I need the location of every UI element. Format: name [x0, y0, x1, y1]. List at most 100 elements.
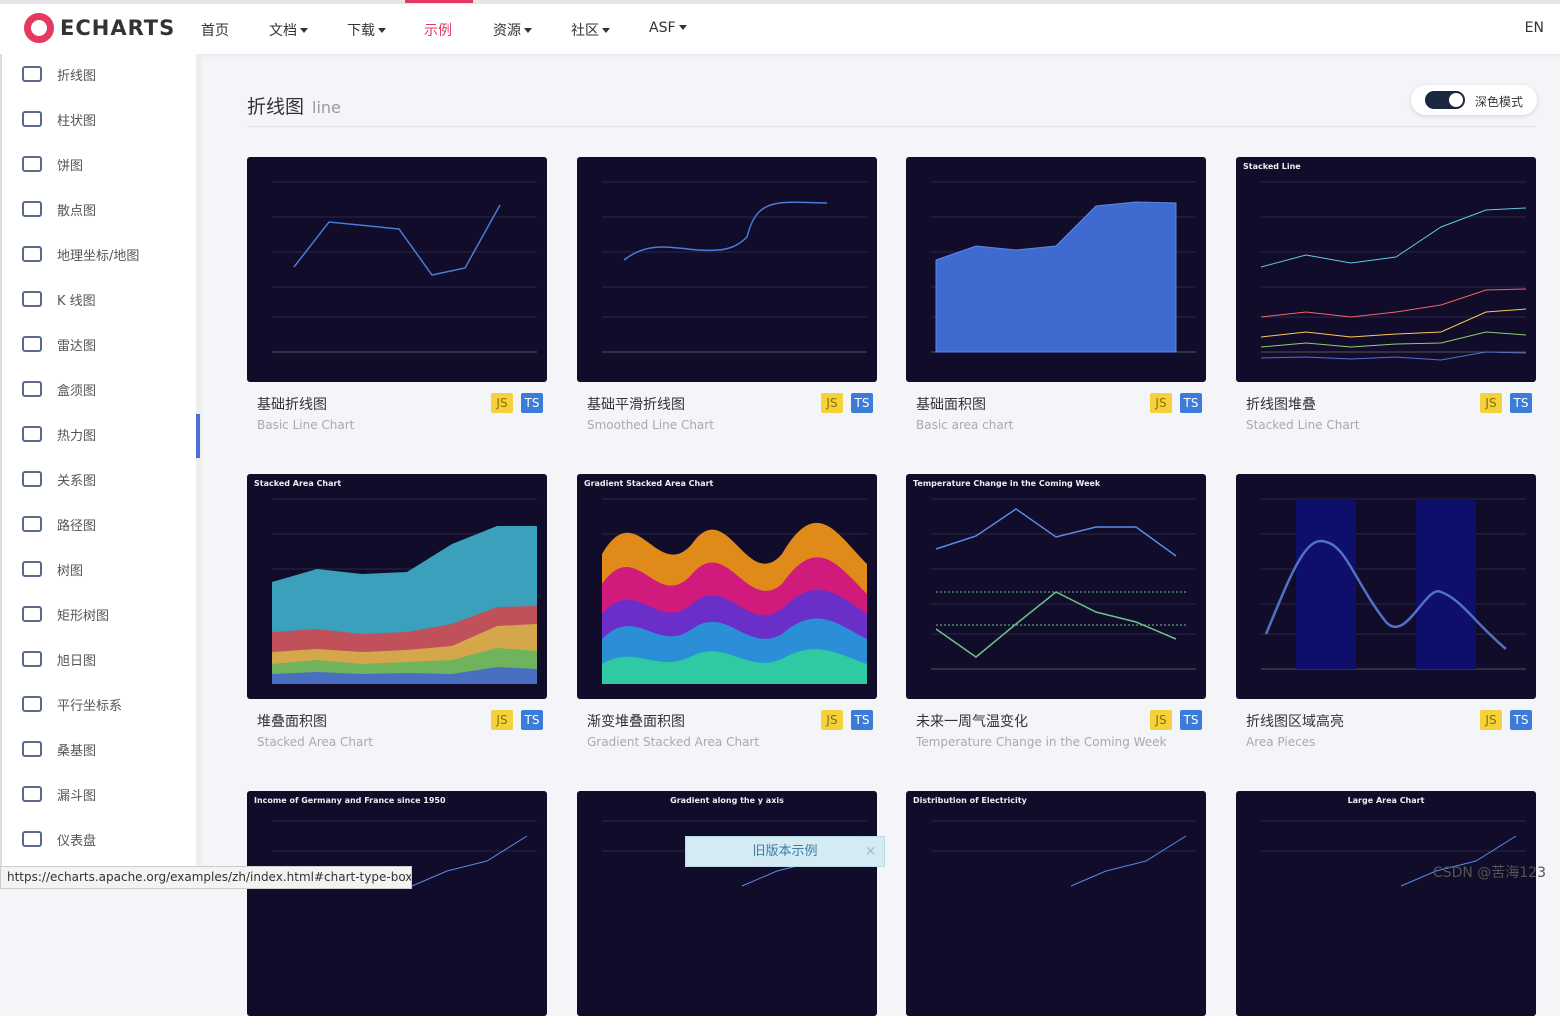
sidebar-label: 平行坐标系 [57, 698, 123, 714]
nav-item[interactable]: 示例 [424, 23, 452, 39]
ts-badge[interactable]: TS [851, 393, 873, 413]
thumbnail[interactable]: Large Area Chart [1236, 791, 1536, 1016]
nav-item[interactable]: ASF [649, 20, 687, 36]
ts-badge[interactable]: TS [1180, 710, 1202, 730]
page: ECHARTS EN 首页 文档 下载 示例 资源 社区 ASF 折线图柱状图饼图散点图地理… [0, 0, 1560, 889]
js-badge[interactable]: JS [821, 393, 843, 413]
sidebar-item[interactable]: 雷达图 [22, 332, 96, 356]
example-card[interactable]: 基础平滑折线图 Smoothed Line Chart JS TS [577, 157, 877, 432]
thumbnail[interactable]: Gradient along the y axis [577, 791, 877, 1016]
card-title: 渐变堆叠面积图 [587, 714, 685, 730]
thumbnail[interactable]: Income of Germany and France since 1950 [247, 791, 547, 1016]
sidebar-item[interactable]: 漏斗图 [22, 782, 96, 806]
toast-text: 旧版本示例 [752, 844, 818, 859]
ts-badge[interactable]: TS [521, 710, 543, 730]
example-card[interactable]: 折线图区域高亮 Area Pieces JS TS [1236, 474, 1536, 749]
example-card[interactable]: Large Area Chart [1236, 791, 1536, 1016]
sidebar-label: 地理坐标/地图 [57, 248, 140, 264]
divider [247, 126, 1536, 127]
example-card[interactable]: 基础面积图 Basic area chart JS TS [906, 157, 1206, 432]
language[interactable]: EN [1524, 20, 1544, 36]
sidebar-label: 桑基图 [57, 743, 97, 759]
thumbnail[interactable] [577, 157, 877, 382]
thumbnail[interactable] [906, 157, 1206, 382]
card-title: 折线图区域高亮 [1246, 714, 1344, 730]
ts-badge[interactable]: TS [1510, 710, 1532, 730]
js-badge[interactable]: JS [1150, 393, 1172, 413]
thumbnail[interactable]: Distribution of Electricity [906, 791, 1206, 1016]
example-card[interactable]: Stacked Area Chart 堆叠面积图 Stacked Area Char… [247, 474, 547, 749]
example-card[interactable]: Stacked Line 折线图堆叠 Stacked Line Chart JS TS [1236, 157, 1536, 432]
sidebar-label: 树图 [57, 563, 84, 579]
sidebar-item[interactable]: 柱状图 [22, 107, 96, 131]
sidebar-item[interactable]: K 线图 [22, 287, 96, 311]
js-badge[interactable]: JS [821, 710, 843, 730]
ts-badge[interactable]: TS [521, 393, 543, 413]
example-card[interactable]: Temperature Change in the Coming Week 未来一… [906, 474, 1206, 749]
sidebar-item[interactable]: 地理坐标/地图 [22, 242, 139, 266]
sidebar-label: 旭日图 [57, 653, 97, 669]
thumbnail[interactable]: Stacked Line [1236, 157, 1536, 382]
example-card[interactable]: Income of Germany and France since 1950 [247, 791, 547, 1016]
sidebar-item[interactable]: 关系图 [22, 467, 96, 491]
js-badge[interactable]: JS [491, 393, 513, 413]
ts-badge[interactable]: TS [1510, 393, 1532, 413]
sidebar-item[interactable]: 饼图 [22, 152, 83, 176]
navbar: ECHARTS EN 首页 文档 下载 示例 资源 社区 ASF [0, 0, 1560, 54]
thumbnail[interactable]: Stacked Area Chart [247, 474, 547, 699]
section-name: 折线图 [247, 96, 305, 118]
toast[interactable]: 旧版本示例 × [685, 836, 885, 867]
sidebar-label: 饼图 [57, 158, 84, 174]
nav-item[interactable]: 首页 [201, 23, 229, 39]
ts-badge[interactable]: TS [851, 710, 873, 730]
sidebar-item[interactable]: 路径图 [22, 512, 96, 536]
sidebar-label: 散点图 [57, 203, 97, 219]
thumbnail[interactable]: Gradient Stacked Area Chart [577, 474, 877, 699]
sidebar-item[interactable]: 树图 [22, 557, 83, 581]
example-card[interactable]: Gradient along the y axis [577, 791, 877, 1016]
logo[interactable]: ECHARTS [24, 13, 175, 43]
scrollbar [196, 54, 202, 889]
card-title: 基础面积图 [916, 397, 986, 413]
nav-item[interactable]: 资源 [493, 20, 532, 40]
card-subtitle: Basic area chart [916, 418, 1014, 432]
sidebar-label: 漏斗图 [57, 788, 97, 804]
sidebar-item[interactable]: 矩形树图 [22, 602, 109, 626]
sidebar-item[interactable]: 折线图 [22, 62, 96, 86]
example-card[interactable]: 基础折线图 Basic Line Chart JS TS [247, 157, 547, 432]
sidebar-item[interactable]: 桑基图 [22, 737, 96, 761]
card-subtitle: Temperature Change in the Coming Week [916, 735, 1167, 749]
js-badge[interactable]: JS [1480, 393, 1502, 413]
sidebar-label: 折线图 [57, 68, 97, 84]
card-subtitle: Stacked Area Chart [257, 735, 374, 749]
thumbnail-title: Stacked Area Chart [254, 479, 342, 488]
thumbnail-title: Large Area Chart [1347, 796, 1425, 805]
ts-badge[interactable]: TS [1180, 393, 1202, 413]
thumbnail[interactable] [1236, 474, 1536, 699]
sidebar-item[interactable]: 平行坐标系 [22, 692, 122, 716]
card-title: 折线图堆叠 [1246, 397, 1316, 413]
nav-item[interactable]: 下载 [347, 20, 386, 40]
sidebar-item[interactable]: 仪表盘 [22, 827, 96, 851]
card-subtitle: Basic Line Chart [257, 418, 355, 432]
example-card[interactable]: Distribution of Electricity [906, 791, 1206, 1016]
sidebar-item[interactable]: 散点图 [22, 197, 96, 221]
js-badge[interactable]: JS [1150, 710, 1172, 730]
thumbnail[interactable] [247, 157, 547, 382]
card-title: 基础平滑折线图 [587, 397, 685, 413]
sidebar-label: 仪表盘 [57, 833, 97, 849]
logo-text: ECHARTS [60, 16, 176, 40]
js-badge[interactable]: JS [491, 710, 513, 730]
thumbnail[interactable]: Temperature Change in the Coming Week [906, 474, 1206, 699]
nav-item[interactable]: 文档 [269, 20, 308, 40]
sidebar-item[interactable]: 热力图 [22, 422, 96, 446]
card-title: 未来一周气温变化 [916, 714, 1028, 730]
sidebar-item[interactable]: 旭日图 [22, 647, 96, 671]
sidebar-item[interactable]: 盒须图 [22, 377, 96, 401]
dark-mode-toggle[interactable]: 深色模式 [1411, 85, 1537, 115]
thumbnail-title: Gradient along the y axis [670, 796, 784, 805]
card-title: 基础折线图 [257, 397, 327, 413]
js-badge[interactable]: JS [1480, 710, 1502, 730]
example-card[interactable]: Gradient Stacked Area Chart 渐变堆叠面积图 Gradie… [577, 474, 877, 749]
nav-item[interactable]: 社区 [571, 20, 610, 40]
